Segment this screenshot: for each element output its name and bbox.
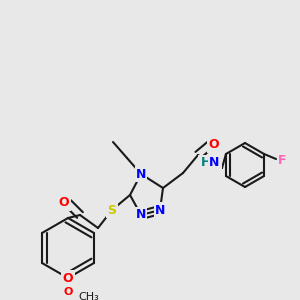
Text: N: N	[136, 208, 146, 221]
Text: N: N	[136, 167, 146, 181]
Text: O: O	[63, 272, 73, 284]
Text: N: N	[209, 157, 219, 169]
Text: CH₃: CH₃	[78, 292, 99, 300]
Text: HN: HN	[200, 157, 220, 169]
Text: H: H	[201, 157, 211, 169]
Text: F: F	[278, 154, 286, 167]
Text: O: O	[63, 287, 73, 297]
Text: S: S	[107, 203, 116, 217]
Text: O: O	[209, 139, 219, 152]
Text: N: N	[155, 203, 165, 217]
Text: O: O	[59, 196, 69, 209]
